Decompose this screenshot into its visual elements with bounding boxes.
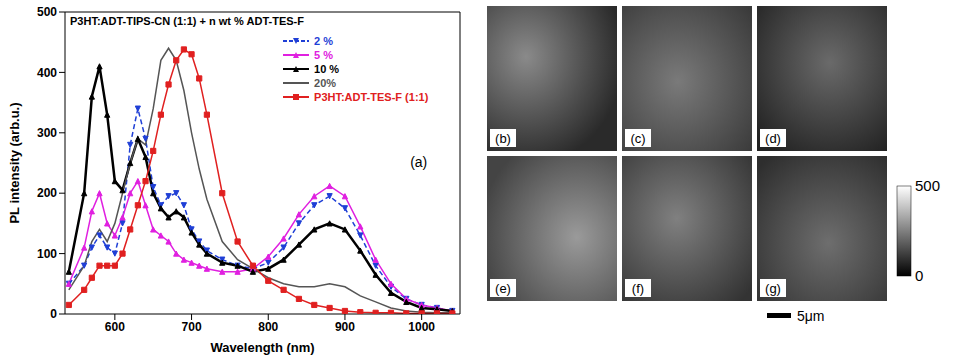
svg-text:(d): (d)	[765, 131, 781, 146]
svg-text:Wavelength (nm): Wavelength (nm)	[210, 340, 314, 355]
svg-text:600: 600	[105, 320, 125, 334]
svg-text:500: 500	[37, 5, 57, 19]
svg-text:100: 100	[37, 247, 57, 261]
svg-text:700: 700	[182, 320, 202, 334]
svg-text:800: 800	[258, 320, 278, 334]
svg-text:PL intensity (arb.u.): PL intensity (arb.u.)	[7, 102, 22, 223]
html-text:20%: 20%	[314, 77, 337, 89]
svg-text:300: 300	[37, 126, 57, 140]
html-text:10 %: 10 %	[314, 63, 340, 75]
svg-text:200: 200	[37, 186, 57, 200]
svg-text:(b): (b)	[495, 131, 511, 146]
svg-text:(g): (g)	[765, 281, 781, 296]
svg-text:400: 400	[37, 66, 57, 80]
html-text:2 %: 2 %	[314, 35, 333, 47]
svg-text:0: 0	[915, 267, 923, 284]
html-text:P3HT:ADT-TIPS-CN (1:1) + n wt: P3HT:ADT-TIPS-CN (1:1) + n wt % ADT-TES-…	[70, 15, 304, 27]
svg-text:5μm: 5μm	[797, 308, 825, 324]
html-text:P3HT:ADT-TES-F (1:1): P3HT:ADT-TES-F (1:1)	[314, 91, 429, 103]
html-text:(a): (a)	[410, 153, 428, 170]
svg-text:(e): (e)	[495, 281, 511, 296]
svg-text:0: 0	[50, 307, 57, 321]
html-text:5 %: 5 %	[314, 49, 333, 61]
svg-text:(c): (c)	[630, 131, 645, 146]
svg-text:1000: 1000	[408, 320, 435, 334]
svg-text:900: 900	[335, 320, 355, 334]
svg-text:(f): (f)	[632, 281, 644, 296]
svg-text:500: 500	[915, 177, 940, 194]
